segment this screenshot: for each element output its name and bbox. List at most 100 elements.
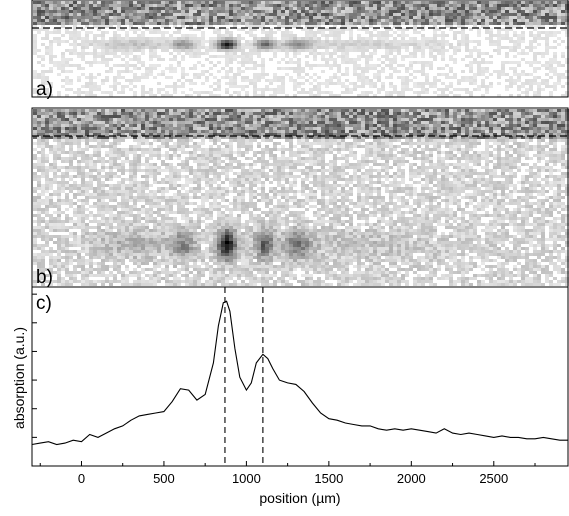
- image-pixel: [537, 94, 541, 97]
- image-pixel: [49, 16, 53, 19]
- image-pixel: [81, 109, 85, 112]
- image-pixel: [49, 112, 53, 115]
- image-pixel: [545, 112, 549, 115]
- image-pixel: [181, 151, 185, 154]
- image-pixel: [97, 109, 101, 112]
- image-pixel: [257, 142, 261, 145]
- image-pixel: [365, 82, 369, 85]
- image-pixel: [113, 88, 117, 91]
- image-pixel: [389, 76, 393, 79]
- image-pixel: [105, 127, 109, 130]
- image-pixel: [157, 43, 161, 46]
- image-pixel: [301, 46, 305, 49]
- image-pixel: [565, 4, 569, 7]
- image-pixel: [77, 112, 81, 115]
- image-pixel: [265, 130, 269, 133]
- image-pixel: [273, 109, 277, 112]
- image-pixel: [389, 112, 393, 115]
- image-pixel: [185, 109, 189, 112]
- image-pixel: [457, 148, 461, 151]
- image-pixel: [137, 49, 141, 52]
- image-pixel: [281, 1, 285, 4]
- image-pixel: [481, 13, 485, 16]
- image-pixel: [93, 61, 97, 64]
- image-pixel: [517, 127, 521, 130]
- image-pixel: [313, 136, 317, 139]
- image-pixel: [197, 124, 201, 127]
- image-pixel: [517, 79, 521, 82]
- image-pixel: [57, 91, 61, 94]
- image-pixel: [545, 40, 549, 43]
- image-pixel: [285, 49, 289, 52]
- image-pixel: [245, 4, 249, 7]
- image-pixel: [425, 136, 429, 139]
- image-pixel: [549, 130, 553, 133]
- image-pixel: [137, 28, 141, 31]
- image-pixel: [125, 118, 129, 121]
- image-pixel: [65, 133, 69, 136]
- image-pixel: [361, 154, 365, 157]
- image-pixel: [337, 4, 341, 7]
- image-pixel: [257, 124, 261, 127]
- image-pixel: [145, 7, 149, 10]
- image-pixel: [509, 46, 513, 49]
- image-pixel: [417, 142, 421, 145]
- image-pixel: [441, 16, 445, 19]
- image-pixel: [113, 133, 117, 136]
- image-pixel: [457, 88, 461, 91]
- image-pixel: [297, 25, 301, 28]
- image-pixel: [541, 112, 545, 115]
- image-pixel: [377, 139, 381, 142]
- image-pixel: [545, 151, 549, 154]
- image-pixel: [373, 7, 377, 10]
- image-pixel: [505, 4, 509, 7]
- image-pixel: [229, 37, 233, 40]
- image-pixel: [517, 4, 521, 7]
- image-pixel: [469, 124, 473, 127]
- image-pixel: [245, 136, 249, 139]
- image-pixel: [237, 142, 241, 145]
- image-pixel: [141, 142, 145, 145]
- image-pixel: [157, 7, 161, 10]
- image-pixel: [413, 1, 417, 4]
- image-pixel: [49, 7, 53, 10]
- image-pixel: [313, 124, 317, 127]
- image-pixel: [165, 112, 169, 115]
- image-pixel: [33, 7, 37, 10]
- image-pixel: [229, 22, 233, 25]
- image-pixel: [185, 127, 189, 130]
- image-pixel: [145, 115, 149, 118]
- image-pixel: [461, 124, 465, 127]
- image-pixel: [509, 40, 513, 43]
- image-pixel: [337, 55, 341, 58]
- image-pixel: [157, 115, 161, 118]
- image-pixel: [549, 124, 553, 127]
- image-pixel: [41, 43, 45, 46]
- image-pixel: [93, 136, 97, 139]
- image-pixel: [273, 118, 277, 121]
- image-pixel: [253, 118, 257, 121]
- image-pixel: [425, 7, 429, 10]
- image-pixel: [77, 142, 81, 145]
- image-pixel: [161, 145, 165, 148]
- image-pixel: [61, 67, 65, 70]
- image-pixel: [461, 43, 465, 46]
- image-pixel: [269, 34, 273, 37]
- image-pixel: [221, 13, 225, 16]
- image-pixel: [45, 1, 49, 4]
- image-pixel: [341, 55, 345, 58]
- image-pixel: [97, 118, 101, 121]
- image-pixel: [165, 31, 169, 34]
- image-pixel: [273, 124, 277, 127]
- image-pixel: [65, 31, 69, 34]
- image-pixel: [545, 31, 549, 34]
- image-pixel: [277, 19, 281, 22]
- image-pixel: [209, 22, 213, 25]
- image-pixel: [337, 31, 341, 34]
- image-pixel: [245, 40, 249, 43]
- image-pixel: [145, 19, 149, 22]
- image-pixel: [465, 91, 469, 94]
- image-pixel: [213, 139, 217, 142]
- image-pixel: [317, 37, 321, 40]
- image-pixel: [361, 10, 365, 13]
